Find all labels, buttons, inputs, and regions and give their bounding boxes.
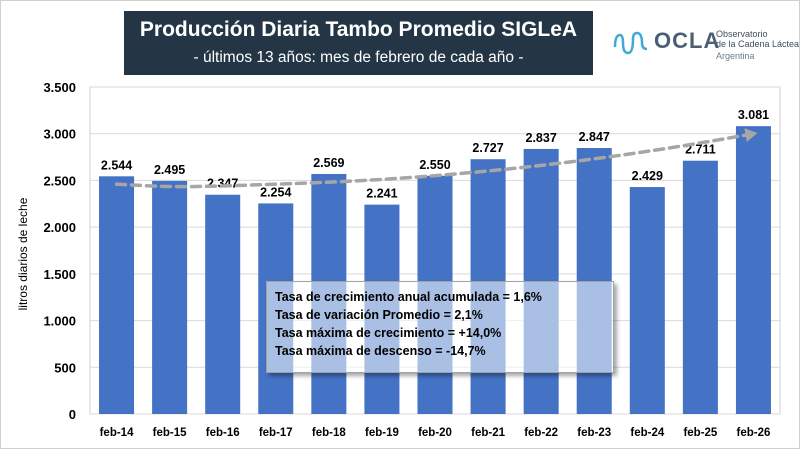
bar (152, 180, 188, 414)
x-tick-label: feb-21 (471, 427, 505, 439)
chart-subtitle: - últimos 13 años: mes de febrero de cad… (193, 49, 524, 66)
logo-tagline-1: Observatorio (716, 29, 768, 39)
bar (205, 194, 241, 414)
data-label: 2.347 (207, 177, 238, 191)
chart-title: Producción Diaria Tambo Promedio SIGLeA (139, 18, 578, 41)
ocla-logo-icon (613, 31, 648, 55)
y-tick-label: 3.500 (43, 80, 76, 95)
title-banner: Producción Diaria Tambo Promedio SIGLeA … (124, 11, 593, 75)
data-label: 2.254 (260, 185, 291, 199)
x-tick-label: feb-19 (365, 427, 399, 439)
x-tick-label: feb-24 (630, 427, 664, 439)
data-label: 2.727 (472, 141, 503, 155)
x-tick-label: feb-25 (683, 427, 717, 439)
bar (629, 187, 665, 414)
y-tick-label: 1.500 (43, 267, 76, 282)
logo-tagline-3: Argentina (716, 51, 755, 61)
data-label: 2.550 (419, 158, 450, 172)
logo-tagline-2: de la Cadena Láctea (716, 39, 800, 49)
trendline-arrowhead (744, 128, 758, 142)
y-tick-label: 2.500 (43, 173, 76, 188)
x-tick-label: feb-20 (418, 427, 452, 439)
stats-annotation-box: Tasa de crecimiento anual acumulada = 1,… (266, 281, 614, 373)
y-tick-label: 1.000 (43, 314, 76, 329)
data-label: 2.495 (154, 163, 185, 177)
trendline (114, 131, 756, 189)
x-tick-label: feb-26 (737, 427, 771, 439)
x-tick-label: feb-16 (206, 427, 240, 439)
x-tick-label: feb-22 (524, 427, 558, 439)
y-tick-label: 0 (69, 407, 76, 422)
ocla-logo: OCLA Observatorio de la Cadena Láctea Ar… (612, 21, 799, 67)
stat-max-growth: Tasa máxima de crecimiento = +14,0% (275, 326, 502, 340)
y-tick-label: 3.000 (43, 127, 76, 142)
bar (735, 126, 771, 414)
data-label: 3.081 (738, 108, 769, 122)
logo-wordmark: OCLA (654, 28, 721, 53)
x-tick-label: feb-23 (577, 427, 611, 439)
data-label: 2.544 (101, 158, 132, 172)
data-label: 2.711 (685, 143, 716, 157)
data-label: 2.569 (313, 156, 344, 170)
x-tick-label: feb-18 (312, 427, 346, 439)
data-label: 2.847 (579, 130, 610, 144)
stat-average-variation: Tasa de variación Promedio = 2,1% (275, 308, 483, 322)
stat-growth-accumulated: Tasa de crecimiento anual acumulada = 1,… (275, 290, 542, 304)
bar (682, 160, 718, 414)
y-tick-label: 500 (54, 360, 76, 375)
x-tick-label: feb-17 (259, 427, 293, 439)
data-label: 2.837 (526, 131, 557, 145)
y-tick-label: 2.000 (43, 220, 76, 235)
x-tick-label: feb-15 (153, 427, 187, 439)
stat-max-decline: Tasa máxima de descenso = -14,7% (275, 344, 486, 358)
y-axis-label: litros diarios de leche (16, 197, 30, 310)
x-tick-label: feb-14 (100, 427, 134, 439)
bar (99, 176, 135, 414)
plot-area: 0 500 1.000 1.500 2.000 2.500 3.000 3.500 2.544 f… (43, 80, 781, 439)
data-label: 2.429 (632, 169, 663, 183)
data-label: 2.241 (366, 187, 397, 201)
